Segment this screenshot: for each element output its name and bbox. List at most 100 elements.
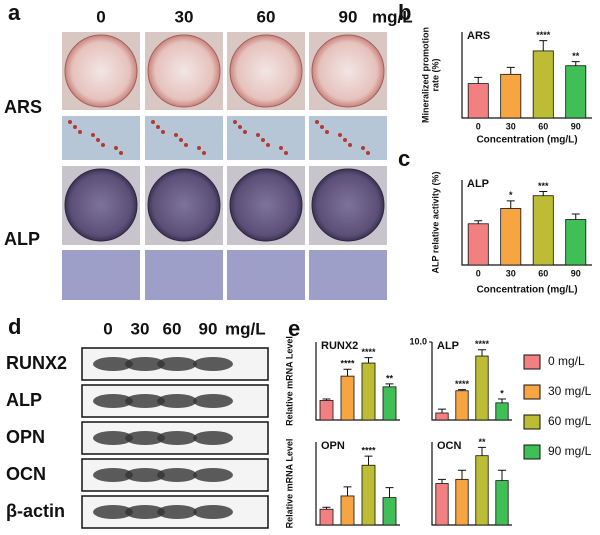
bar bbox=[455, 390, 469, 421]
unit-label: mg/L bbox=[372, 7, 413, 26]
bar bbox=[565, 65, 587, 119]
legend-label: 0 mg/L bbox=[548, 354, 585, 368]
stain-dot bbox=[197, 146, 201, 150]
error-bar bbox=[458, 389, 466, 391]
significance: **** bbox=[475, 339, 490, 349]
bar bbox=[435, 412, 449, 421]
band-label: OPN bbox=[6, 427, 45, 447]
blot-band bbox=[125, 431, 165, 445]
micrograph bbox=[309, 250, 387, 300]
blot-band bbox=[157, 431, 197, 445]
panel-label: b bbox=[398, 0, 411, 25]
chart-title: OCN bbox=[437, 440, 462, 452]
bar bbox=[435, 483, 449, 526]
row-label: ARS bbox=[4, 97, 42, 117]
error-bar bbox=[506, 200, 515, 209]
row-label: ALP bbox=[4, 229, 40, 249]
blot-band bbox=[125, 505, 165, 519]
stain-dot bbox=[91, 133, 95, 137]
blot-band bbox=[93, 357, 133, 371]
stain-dot bbox=[184, 143, 188, 147]
well bbox=[64, 168, 138, 242]
y-axis-label: Relative mRNA Level bbox=[284, 336, 294, 426]
stain-dot bbox=[68, 120, 72, 124]
bar bbox=[532, 195, 554, 266]
stain-dot bbox=[161, 130, 165, 134]
bar bbox=[340, 495, 355, 526]
error-bar bbox=[478, 446, 486, 456]
error-bar bbox=[539, 40, 548, 51]
x-tick-label: 90 bbox=[571, 121, 581, 131]
stain-dot bbox=[366, 151, 370, 155]
error-bar bbox=[364, 357, 373, 364]
chart-title: ALP bbox=[467, 178, 489, 190]
error-bar bbox=[498, 469, 506, 481]
bar bbox=[495, 480, 509, 526]
micrograph bbox=[227, 250, 305, 300]
significance: * bbox=[500, 388, 504, 398]
well bbox=[147, 34, 221, 108]
stain-dot bbox=[78, 130, 82, 134]
chart-title: ARS bbox=[467, 30, 490, 42]
column-header: 30 bbox=[175, 7, 194, 26]
stain-dot bbox=[261, 138, 265, 142]
stain-dot bbox=[238, 125, 242, 129]
bar bbox=[565, 219, 587, 266]
x-tick-label: 30 bbox=[506, 268, 516, 278]
error-bar bbox=[438, 408, 446, 413]
stain-dot bbox=[284, 151, 288, 155]
blot-band bbox=[193, 357, 233, 371]
error-bar bbox=[343, 486, 352, 496]
stain-dot bbox=[101, 143, 105, 147]
bar bbox=[340, 375, 355, 421]
micrograph bbox=[145, 250, 223, 300]
legend-label: 30 mg/L bbox=[548, 384, 592, 398]
error-bar bbox=[438, 478, 446, 484]
panel-label: d bbox=[8, 314, 21, 339]
stain-dot bbox=[256, 133, 260, 137]
column-header: 90 bbox=[199, 319, 218, 338]
blot-band bbox=[157, 468, 197, 482]
x-tick-label: 0 bbox=[476, 121, 481, 131]
bar bbox=[475, 355, 489, 421]
significance: **** bbox=[361, 445, 376, 455]
y-tick-label: 10.0 bbox=[409, 336, 427, 346]
significance: *** bbox=[538, 181, 549, 191]
blot-band bbox=[125, 468, 165, 482]
x-tick-label: 90 bbox=[571, 268, 581, 278]
well bbox=[311, 168, 385, 242]
blot-band bbox=[193, 394, 233, 408]
bar bbox=[475, 455, 489, 526]
error-bar bbox=[478, 349, 486, 357]
stain-dot bbox=[266, 143, 270, 147]
bar bbox=[495, 402, 509, 421]
x-axis-label: Concentration (mg/L) bbox=[476, 135, 577, 146]
bar bbox=[361, 464, 376, 526]
stain-dot bbox=[338, 133, 342, 137]
error-bar bbox=[364, 455, 373, 466]
blot-band bbox=[125, 394, 165, 408]
legend-swatch bbox=[523, 384, 541, 400]
panel-label: c bbox=[398, 146, 410, 171]
bar bbox=[319, 400, 334, 421]
y-axis-label: rate (%) bbox=[430, 58, 440, 91]
blot-band bbox=[193, 468, 233, 482]
y-axis-label: ALP relative activity (%) bbox=[430, 172, 440, 274]
stain-dot bbox=[151, 120, 155, 124]
stain-dot bbox=[96, 138, 100, 142]
bar bbox=[361, 362, 376, 421]
significance: ** bbox=[478, 437, 486, 447]
stain-dot bbox=[325, 130, 329, 134]
significance: **** bbox=[536, 30, 551, 40]
stain-dot bbox=[233, 120, 237, 124]
column-header: 0 bbox=[96, 7, 105, 26]
blot-band bbox=[193, 431, 233, 445]
error-bar bbox=[458, 469, 466, 480]
stain-dot bbox=[119, 151, 123, 155]
blot-band bbox=[157, 394, 197, 408]
band-label: RUNX2 bbox=[6, 353, 67, 373]
significance: ** bbox=[386, 373, 394, 383]
micrograph bbox=[62, 250, 140, 300]
blot-band bbox=[93, 431, 133, 445]
band-label: β-actin bbox=[6, 501, 65, 521]
